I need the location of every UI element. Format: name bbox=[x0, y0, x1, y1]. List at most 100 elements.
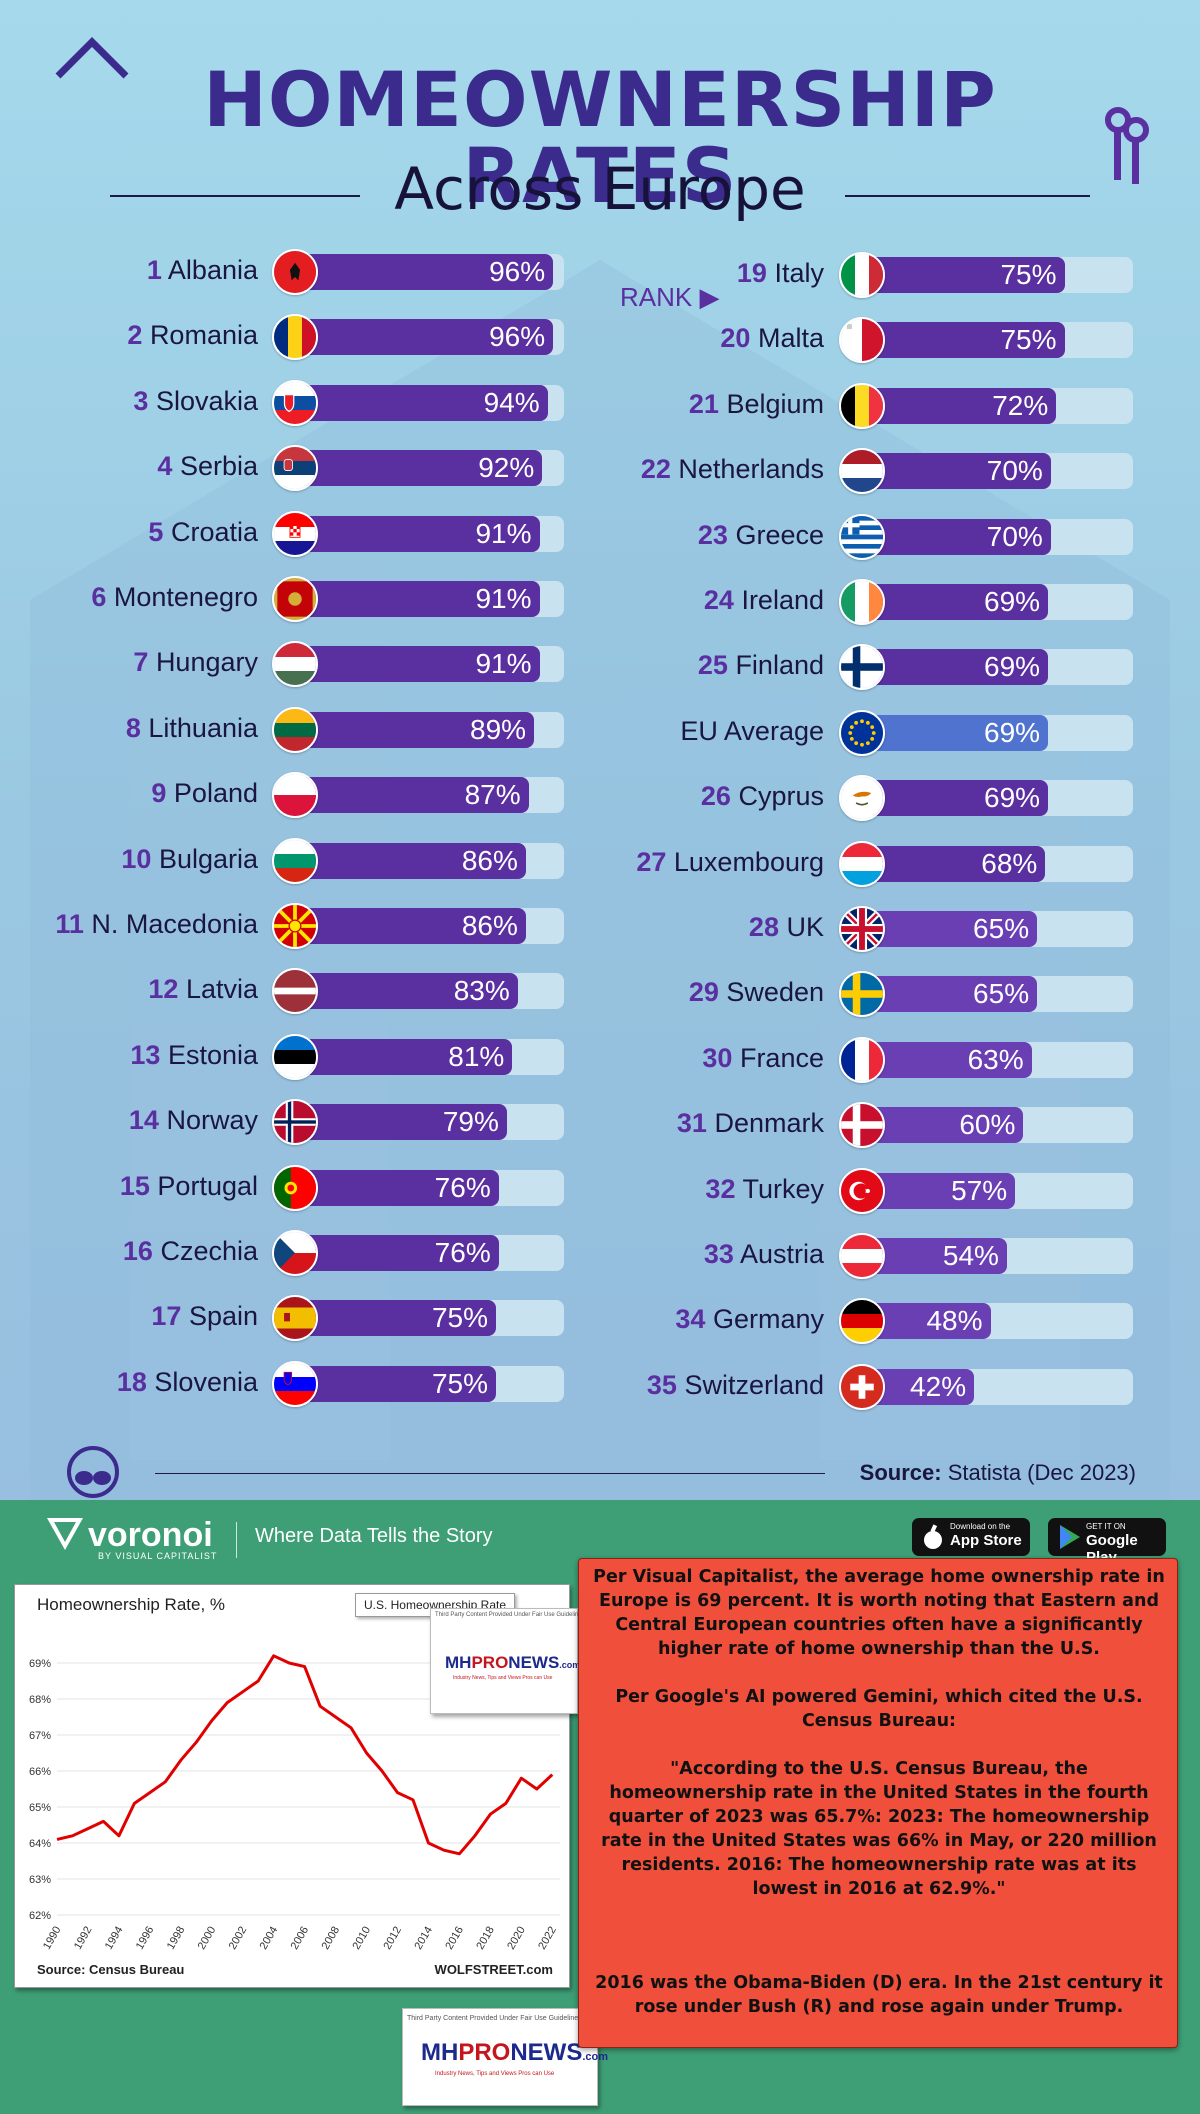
bar-label: 22 Netherlands bbox=[641, 454, 824, 485]
country-name: Poland bbox=[173, 778, 258, 809]
us-chart-y-tick: 66% bbox=[29, 1766, 51, 1778]
bar-label: 4 Serbia bbox=[157, 451, 258, 482]
rank-number: 33 bbox=[703, 1239, 734, 1269]
commentary-paragraph-1: Per Visual Capitalist, the average home … bbox=[593, 1567, 1165, 1659]
bar-track-denmark: 60% bbox=[859, 1107, 1133, 1144]
bar-track-montenegro: 91% bbox=[292, 581, 564, 617]
bar-track-czechia: 76% bbox=[292, 1235, 564, 1271]
app-store-badge[interactable]: Download on the App Store bbox=[912, 1518, 1030, 1556]
country-name: Italy bbox=[774, 258, 824, 288]
country-name: Serbia bbox=[179, 451, 258, 482]
slovenia-flag-icon bbox=[272, 1360, 318, 1407]
bar-denmark: 60% bbox=[859, 1107, 1024, 1144]
rank-arrow-icon: ▶ bbox=[699, 282, 720, 312]
google-play-small: GET IT ON bbox=[1086, 1522, 1126, 1531]
bar-row-latvia: 12 Latvia bbox=[0, 968, 258, 1014]
bar-track-finland: 69% bbox=[859, 649, 1133, 686]
bar-row-belgium: 21 Belgium bbox=[0, 383, 824, 429]
france-flag-icon bbox=[839, 1036, 885, 1083]
bar-austria: 54% bbox=[859, 1238, 1007, 1274]
rank-number: 3 bbox=[133, 385, 149, 416]
bar-label: 1 Albania bbox=[147, 255, 258, 286]
bar-row-italy: 19 Italy bbox=[0, 252, 824, 298]
bar-track-eu-average: 69% bbox=[859, 714, 1133, 751]
bar-slovakia: 94% bbox=[292, 384, 548, 421]
bar-label: 12 Latvia bbox=[148, 974, 258, 1005]
us-chart-y-tick: 65% bbox=[29, 1802, 51, 1814]
bar-label: 9 Poland bbox=[151, 778, 258, 809]
country-name: UK bbox=[786, 912, 824, 942]
bar-value-label: 94% bbox=[483, 386, 540, 418]
bar-finland: 69% bbox=[859, 649, 1049, 686]
bar-track-latvia: 83% bbox=[292, 973, 564, 1010]
country-name: EU Average bbox=[680, 715, 824, 746]
bar-track-n-macedonia: 86% bbox=[292, 908, 564, 944]
country-name: Estonia bbox=[167, 1039, 258, 1070]
us-chart-x-tick: 2006 bbox=[289, 1925, 312, 1952]
greece-flag-icon bbox=[839, 513, 885, 560]
country-name: Finland bbox=[735, 650, 824, 681]
bar-row-romania: 2 Romania bbox=[0, 314, 258, 360]
bar-label: 33 Austria bbox=[704, 1239, 824, 1270]
bar-label: 3 Slovakia bbox=[133, 386, 258, 417]
bar-italy: 75% bbox=[859, 257, 1065, 293]
voronoi-tagline: Where Data Tells the Story bbox=[255, 1525, 493, 1547]
mhpronews-logo: MHPRONEWS.com bbox=[445, 1653, 581, 1672]
us-chart-x-tick: 1990 bbox=[41, 1925, 64, 1952]
rank-number: 2 bbox=[127, 320, 143, 351]
title-rule-right bbox=[845, 195, 1090, 197]
country-name: Ireland bbox=[741, 585, 824, 615]
ireland-flag-icon bbox=[839, 579, 885, 625]
bar-label: 21 Belgium bbox=[689, 389, 824, 420]
bar-value-label: 86% bbox=[461, 910, 518, 941]
bar-value-label: 75% bbox=[431, 1367, 488, 1399]
bar-row-czechia: 16 Czechia bbox=[0, 1230, 258, 1276]
rank-number: 20 bbox=[720, 323, 751, 354]
bar-sweden: 65% bbox=[859, 976, 1038, 1013]
country-name: Switzerland bbox=[684, 1369, 824, 1400]
country-name: Netherlands bbox=[678, 454, 824, 485]
bar-row-uk: 28 UK bbox=[0, 906, 824, 952]
bar-value-label: 54% bbox=[942, 1240, 999, 1271]
bar-row-montenegro: 6 Montenegro bbox=[0, 576, 258, 622]
turkey-flag-icon bbox=[839, 1167, 885, 1214]
bar-row-finland: 25 Finland bbox=[0, 644, 824, 690]
country-name: Latvia bbox=[185, 974, 258, 1005]
bar-value-label: 89% bbox=[470, 713, 527, 745]
bar-eu-average: 69% bbox=[859, 714, 1049, 751]
bar-track-norway: 79% bbox=[292, 1104, 564, 1141]
us-chart-x-tick: 2004 bbox=[258, 1925, 281, 1952]
rank-number: 7 bbox=[133, 647, 149, 678]
us-chart-y-tick: 67% bbox=[29, 1730, 51, 1742]
bar-label: 34 Germany bbox=[675, 1304, 824, 1335]
rank-number: 4 bbox=[157, 451, 173, 482]
us-chart-x-tick: 2014 bbox=[412, 1925, 435, 1952]
bar-label: EU Average bbox=[680, 716, 824, 747]
country-name: Austria bbox=[739, 1239, 824, 1269]
bar-luxembourg: 68% bbox=[859, 845, 1046, 882]
rank-number: 35 bbox=[646, 1369, 677, 1400]
country-name: Greece bbox=[735, 519, 824, 550]
bar-value-label: 76% bbox=[434, 1237, 491, 1268]
bar-croatia: 91% bbox=[292, 515, 540, 552]
bar-albania: 96% bbox=[292, 254, 554, 290]
bar-track-malta: 75% bbox=[859, 322, 1133, 359]
house-roof-icon bbox=[55, 37, 129, 79]
country-name: Montenegro bbox=[113, 582, 258, 612]
bar-track-hungary: 91% bbox=[292, 646, 564, 683]
source-rule bbox=[155, 1473, 825, 1474]
bar-row-serbia: 4 Serbia bbox=[0, 445, 258, 491]
bar-value-label: 91% bbox=[475, 648, 532, 680]
google-play-badge[interactable]: GET IT ON Google Play bbox=[1048, 1518, 1166, 1566]
hungary-flag-icon bbox=[272, 641, 318, 688]
bar-row-malta: 20 Malta bbox=[0, 317, 824, 363]
belgium-flag-icon bbox=[839, 382, 885, 429]
bar-value-label: 91% bbox=[475, 517, 532, 549]
bar-row-switzerland: 35 Switzerland bbox=[0, 1364, 824, 1410]
czechia-flag-icon bbox=[272, 1230, 318, 1276]
bar-track-croatia: 91% bbox=[292, 515, 564, 552]
rank-number: 21 bbox=[688, 388, 719, 419]
bar-value-label: 75% bbox=[431, 1302, 488, 1334]
mhpronews-tagline: Industry News, Tips and Views Pros can U… bbox=[453, 1675, 553, 1681]
bar-czechia: 76% bbox=[292, 1235, 499, 1271]
